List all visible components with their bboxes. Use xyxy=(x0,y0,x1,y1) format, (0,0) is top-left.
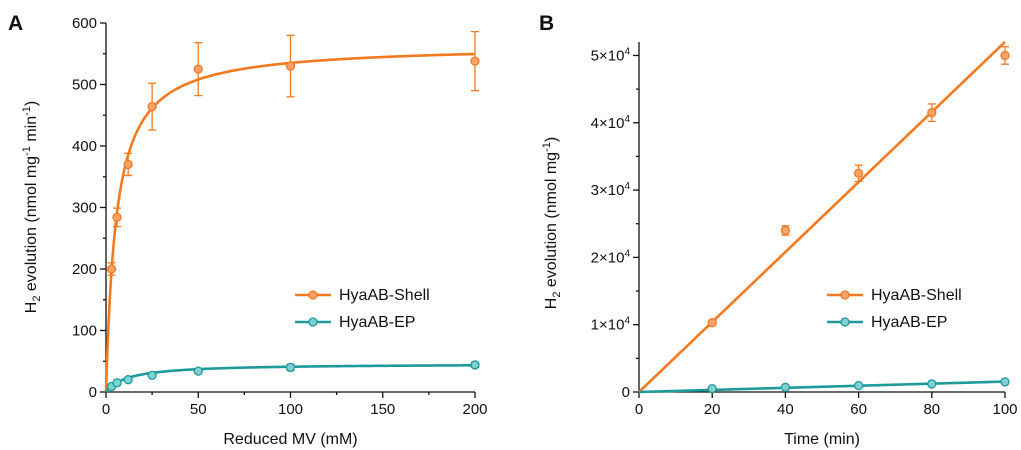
x-tick-label: 200 xyxy=(462,401,487,418)
y-tick-label: 200 xyxy=(72,261,97,278)
y-tick-label: 0 xyxy=(622,384,630,401)
y-axis-title: H2 evolution (nmol mg-1) xyxy=(541,137,563,309)
legend-marker xyxy=(840,317,850,327)
fit-line xyxy=(638,380,1006,394)
y-tick-label: 300 xyxy=(72,200,97,217)
y-tick-label: 100 xyxy=(72,323,97,340)
legend-label: HyaAB-EP xyxy=(339,314,415,331)
y-tick-label: 400 xyxy=(72,138,97,155)
legend-label: HyaAB-EP xyxy=(871,314,947,331)
data-point xyxy=(285,61,296,71)
series-shell xyxy=(104,30,480,393)
legend-marker xyxy=(308,290,318,300)
x-tick-label: 150 xyxy=(370,401,395,418)
data-point xyxy=(1000,50,1010,61)
data-point xyxy=(470,360,480,370)
data-point xyxy=(112,378,122,388)
legend-marker xyxy=(840,290,850,300)
series-ep xyxy=(638,377,1010,394)
data-point xyxy=(193,366,203,376)
data-point xyxy=(285,362,296,373)
panel-b-letter: B xyxy=(539,12,554,35)
x-tick-label: 100 xyxy=(278,401,303,418)
data-point xyxy=(106,264,117,274)
y-tick-label: 600 xyxy=(72,15,97,32)
data-point xyxy=(780,225,791,236)
y-tick-label: 0 xyxy=(89,384,97,401)
series-shell xyxy=(638,41,1010,393)
data-point xyxy=(1000,377,1010,387)
legend-item: HyaAB-Shell xyxy=(295,287,430,304)
x-tick-label: 50 xyxy=(190,401,207,418)
x-axis-title: Reduced MV (mM) xyxy=(223,431,357,448)
data-point xyxy=(927,108,937,118)
data-point xyxy=(112,212,122,222)
y-tick-label: 500 xyxy=(72,77,97,94)
y-tick-label: 2×104 xyxy=(591,248,631,266)
data-point xyxy=(147,101,157,112)
panel-a: A 0 50 100 150 200 0 100 200 300 400 500 600 Reduced… xyxy=(8,12,488,448)
fit-line xyxy=(104,52,476,393)
x-tick-label: 80 xyxy=(923,401,940,418)
data-point xyxy=(707,318,717,328)
legend-item: HyaAB-EP xyxy=(827,314,947,331)
y-tick-label: 4×104 xyxy=(591,114,631,132)
data-point xyxy=(927,379,937,389)
data-point xyxy=(147,370,157,381)
x-tick-label: 60 xyxy=(850,401,867,418)
legend-marker xyxy=(308,317,318,327)
data-point xyxy=(707,383,717,394)
y-tick-label: 3×104 xyxy=(591,181,631,199)
x-tick-label: 40 xyxy=(777,401,794,418)
data-point xyxy=(853,380,864,391)
x-tick-label: 100 xyxy=(992,401,1017,418)
x-tick-label: 0 xyxy=(102,401,110,418)
data-point xyxy=(470,56,480,66)
legend-item: HyaAB-EP xyxy=(295,314,415,331)
panel-b: B 0 20 40 60 80 100 0 1×104 2×104 3×104 4×104 5×104… xyxy=(539,12,1018,448)
data-point xyxy=(123,159,133,170)
legend-item: HyaAB-Shell xyxy=(827,287,962,304)
y-axis-title: H2 evolution (nmol mg-1 min-1) xyxy=(21,101,43,313)
data-point xyxy=(853,168,864,178)
y-tick-label: 5×104 xyxy=(591,46,631,64)
data-point xyxy=(780,382,791,392)
x-tick-label: 0 xyxy=(635,401,643,418)
series-ep xyxy=(104,360,480,393)
x-axis-title: Time (min) xyxy=(784,431,860,448)
x-tick-label: 20 xyxy=(704,401,721,418)
panel-a-letter: A xyxy=(8,12,23,35)
y-tick-label: 1×104 xyxy=(591,316,631,334)
legend-label: HyaAB-Shell xyxy=(871,287,962,304)
data-point xyxy=(123,375,133,385)
fit-line xyxy=(638,41,1006,393)
data-point xyxy=(193,64,203,74)
legend-label: HyaAB-Shell xyxy=(339,287,430,304)
